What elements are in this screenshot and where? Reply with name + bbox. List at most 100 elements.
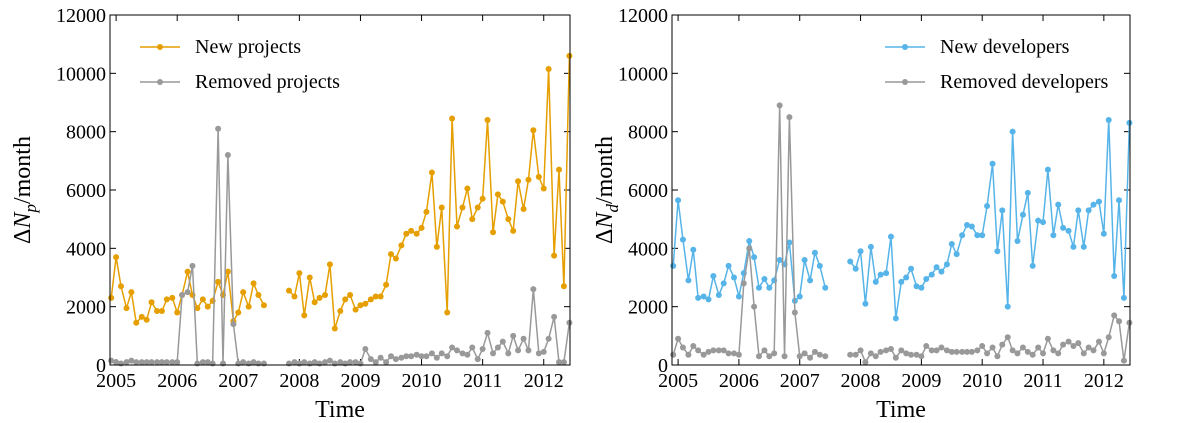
data-point xyxy=(398,242,405,249)
x-axis-label: Time xyxy=(876,397,926,423)
data-point xyxy=(720,347,727,354)
data-point xyxy=(469,344,476,351)
data-point xyxy=(943,347,950,354)
data-point xyxy=(670,351,677,358)
data-point xyxy=(847,351,854,358)
data-point xyxy=(781,353,788,360)
data-point xyxy=(215,278,222,285)
data-point xyxy=(184,289,191,296)
data-point xyxy=(163,296,170,303)
data-point xyxy=(316,294,323,301)
data-point xyxy=(766,284,773,291)
data-point xyxy=(322,359,329,366)
data-point xyxy=(1080,350,1087,357)
data-point xyxy=(566,52,573,59)
data-point xyxy=(194,360,201,367)
y-axis-label-part: /month xyxy=(592,136,618,204)
data-point xyxy=(169,359,176,366)
data-point xyxy=(117,360,124,367)
data-point xyxy=(705,296,712,303)
data-point xyxy=(857,347,864,354)
data-point xyxy=(731,350,738,357)
data-point xyxy=(291,293,298,300)
data-point xyxy=(807,354,814,361)
data-point xyxy=(342,296,349,303)
data-point xyxy=(148,359,155,366)
data-point xyxy=(520,205,527,212)
data-point xyxy=(163,359,170,366)
data-point xyxy=(913,351,920,358)
data-point xyxy=(690,246,697,253)
y-tick-label: 8000 xyxy=(66,122,106,144)
data-point xyxy=(1085,207,1092,214)
data-point xyxy=(755,353,762,360)
data-point xyxy=(1120,294,1127,301)
data-point xyxy=(1050,347,1057,354)
data-point xyxy=(479,345,486,352)
data-point xyxy=(490,229,497,236)
data-point xyxy=(1019,344,1026,351)
y-tick-label: 10000 xyxy=(618,63,668,85)
data-point xyxy=(1060,224,1067,231)
data-point xyxy=(560,283,567,290)
data-point xyxy=(154,359,161,366)
data-point xyxy=(685,351,692,358)
series-line xyxy=(672,119,1131,319)
data-point xyxy=(148,299,155,306)
data-point xyxy=(566,319,573,326)
x-tick-label: 2012 xyxy=(1084,370,1124,392)
data-point xyxy=(158,359,165,366)
data-point xyxy=(801,257,808,263)
data-point xyxy=(143,359,150,366)
y-axis-label-part: ΔN xyxy=(592,211,618,244)
data-point xyxy=(438,350,445,357)
data-point xyxy=(822,284,829,291)
data-point xyxy=(235,309,242,316)
x-tick-label: 2005 xyxy=(96,370,136,392)
data-point xyxy=(479,195,486,202)
data-point xyxy=(1009,128,1016,135)
data-point xyxy=(923,343,930,350)
data-point xyxy=(250,280,257,287)
data-point xyxy=(449,344,456,351)
y-tick-label: 4000 xyxy=(628,238,668,260)
data-point xyxy=(685,277,692,284)
data-point xyxy=(535,350,542,357)
data-point xyxy=(1055,350,1062,357)
data-point xyxy=(979,232,986,239)
data-point xyxy=(1070,243,1077,250)
data-point xyxy=(540,185,547,192)
data-point xyxy=(306,274,313,281)
x-tick-label: 2007 xyxy=(780,370,820,392)
data-point xyxy=(357,302,364,309)
data-point xyxy=(675,197,682,204)
data-point xyxy=(372,293,379,300)
data-point xyxy=(520,335,527,342)
data-point xyxy=(505,216,512,223)
data-point xyxy=(556,166,563,173)
data-point xyxy=(108,294,115,301)
data-point xyxy=(994,353,1001,360)
data-point xyxy=(408,353,415,360)
data-point xyxy=(968,348,975,355)
data-point xyxy=(1095,338,1102,345)
data-point xyxy=(418,224,425,231)
data-point xyxy=(1029,262,1036,269)
x-tick-label: 2011 xyxy=(463,370,502,392)
x-tick-label: 2007 xyxy=(218,370,258,392)
data-point xyxy=(1075,207,1082,214)
x-axis-label: Time xyxy=(315,397,365,423)
data-point xyxy=(1040,350,1047,357)
data-point xyxy=(938,344,945,351)
data-point xyxy=(786,114,793,121)
data-point xyxy=(1116,197,1123,204)
data-point xyxy=(510,332,517,339)
data-point xyxy=(887,345,894,352)
data-point xyxy=(847,258,854,265)
data-point xyxy=(816,262,823,269)
data-point xyxy=(1060,341,1067,348)
data-point xyxy=(428,350,435,357)
data-point xyxy=(898,347,905,354)
data-point xyxy=(255,292,262,298)
